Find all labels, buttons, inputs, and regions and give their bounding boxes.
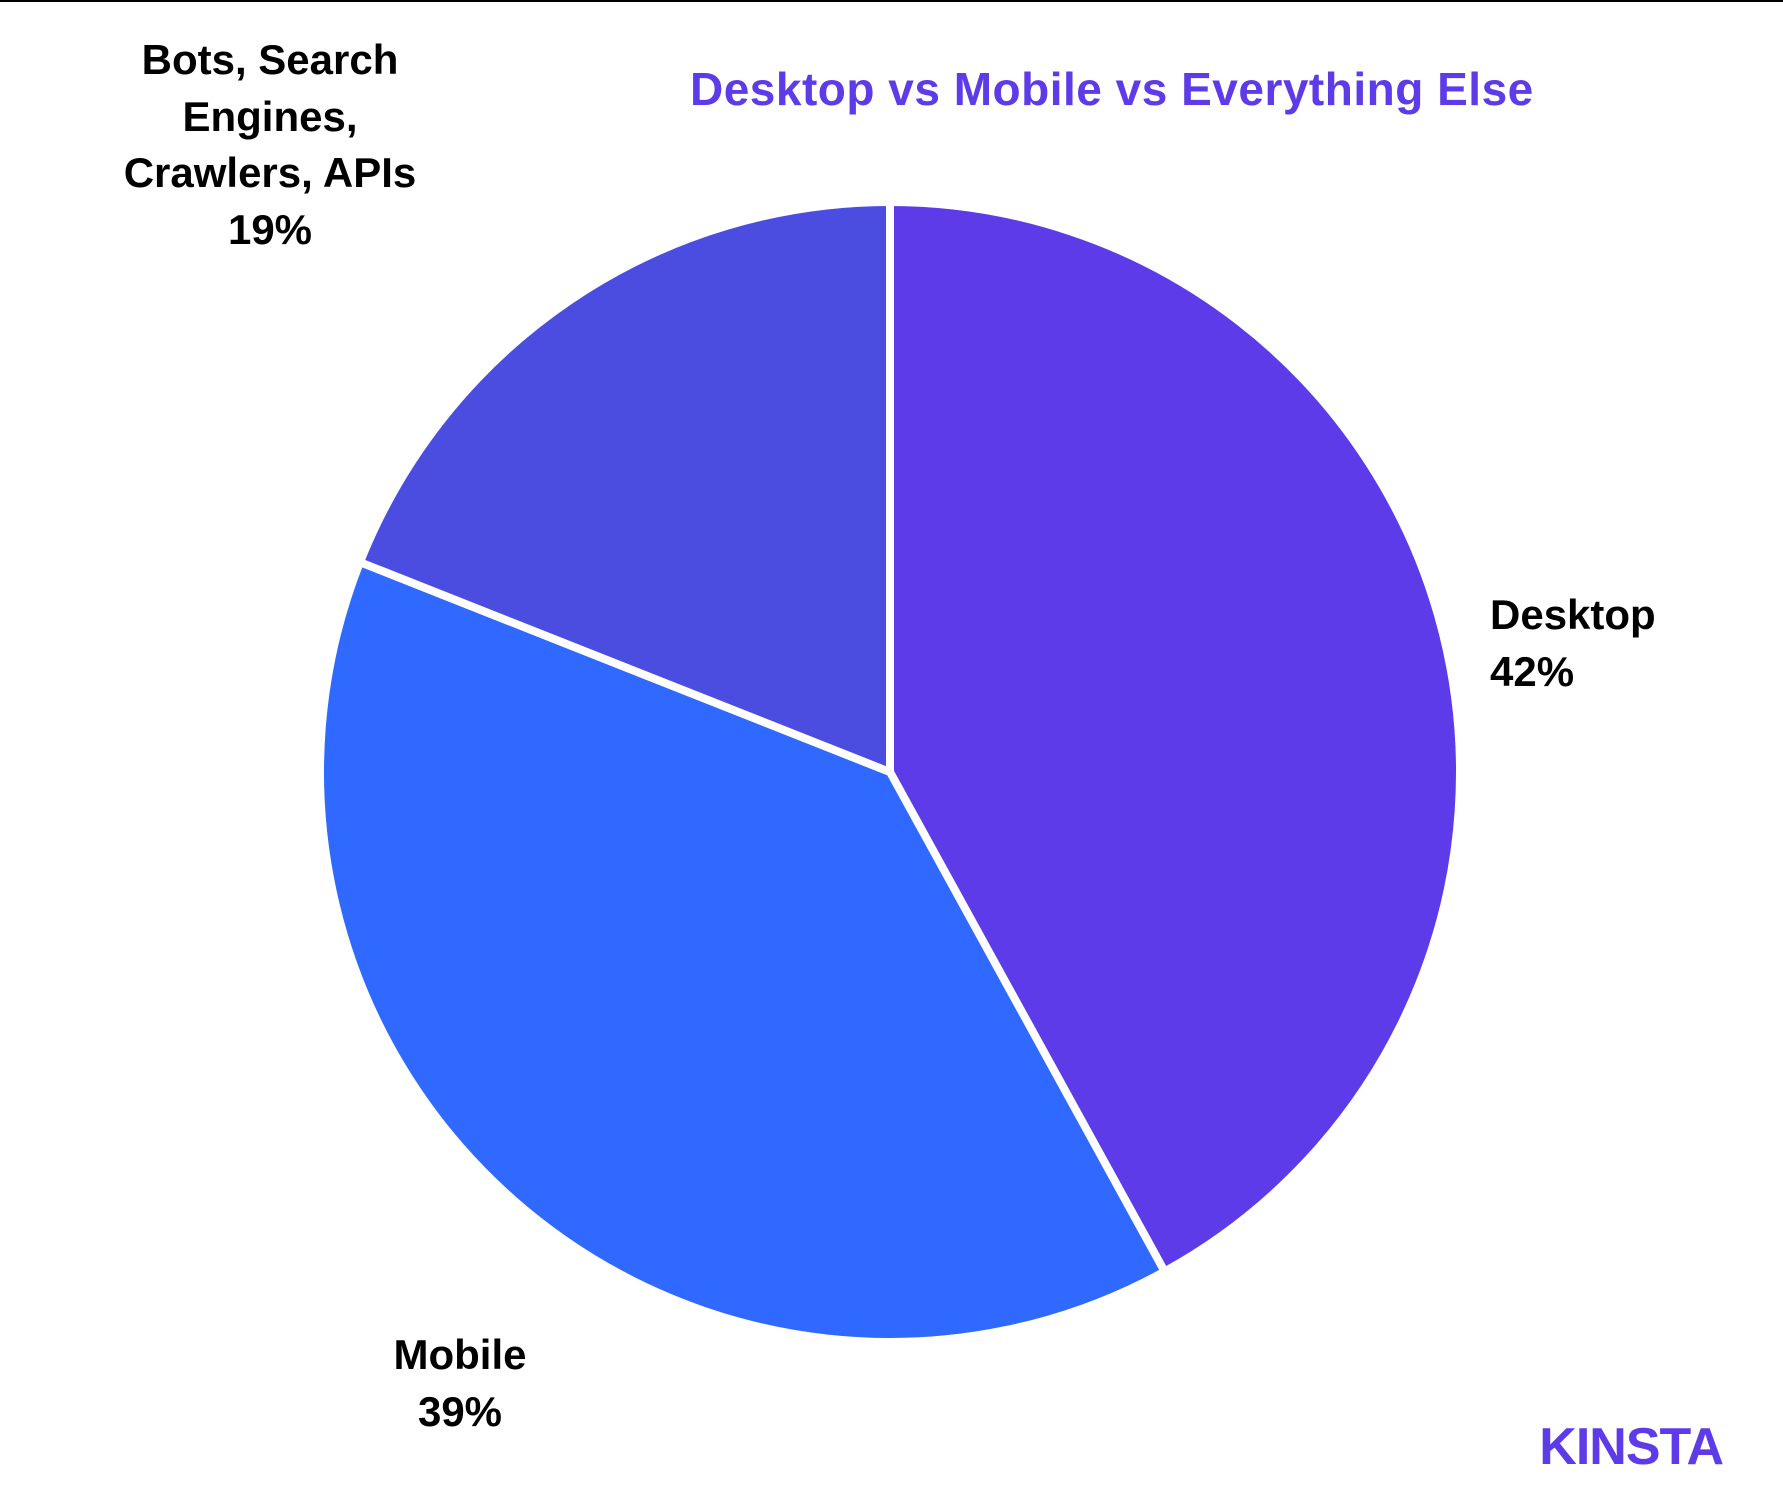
chart-container: Desktop vs Mobile vs Everything Else Bot… bbox=[0, 2, 1783, 1512]
slice-label-desktop: Desktop 42% bbox=[1490, 587, 1730, 700]
label-line: Crawlers, APIs bbox=[124, 149, 417, 196]
slice-label-bots: Bots, Search Engines, Crawlers, APIs 19% bbox=[80, 32, 460, 259]
pie-chart bbox=[310, 182, 1470, 1362]
label-line: Engines, bbox=[182, 93, 357, 140]
label-line: 39% bbox=[418, 1388, 502, 1435]
label-line: 42% bbox=[1490, 648, 1574, 695]
label-line: Desktop bbox=[1490, 591, 1656, 638]
slice-label-mobile: Mobile 39% bbox=[350, 1327, 570, 1440]
label-line: Mobile bbox=[394, 1331, 527, 1378]
label-line: Bots, Search bbox=[142, 36, 399, 83]
brand-logo: KINSTA bbox=[1539, 1417, 1723, 1477]
label-line: 19% bbox=[228, 206, 312, 253]
chart-title: Desktop vs Mobile vs Everything Else bbox=[690, 62, 1534, 116]
